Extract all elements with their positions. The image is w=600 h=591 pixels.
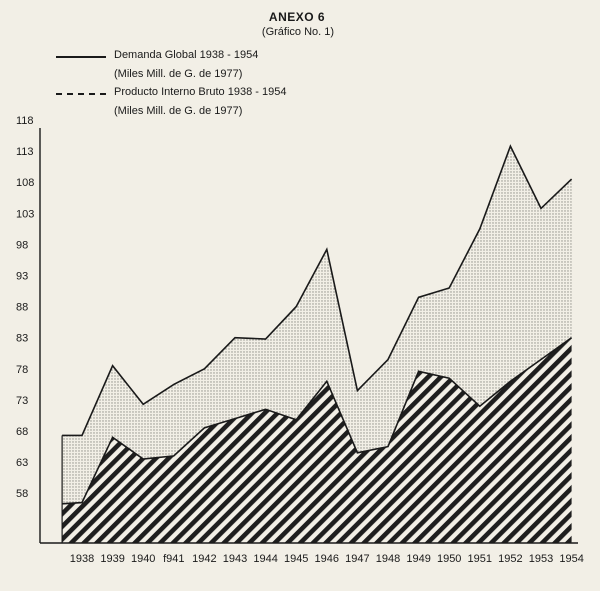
x-tick-label: 1942 (192, 553, 216, 565)
y-tick-label: 108 (16, 177, 34, 189)
line-demanda-global (62, 144, 573, 437)
x-tick-label: 1940 (131, 553, 155, 565)
legend-demanda-label: Demanda Global 1938 - 1954 (114, 49, 259, 61)
chart-title: ANEXO 6 (268, 10, 326, 24)
chart-subtitle: (Gráfico No. 1) (261, 26, 335, 38)
x-tick-label: 1948 (376, 553, 400, 565)
y-tick-label: 58 (16, 488, 28, 500)
y-tick-label: 73 (16, 395, 28, 407)
x-tick-label: 1944 (253, 553, 277, 565)
x-tick-label: 1951 (468, 553, 492, 565)
legend-dashed-line-swatch (56, 93, 106, 95)
legend-demanda-unit: (Miles Mill. de G. de 1977) (114, 68, 243, 80)
y-tick-label: 103 (16, 208, 34, 220)
x-tick-label: 1938 (70, 553, 94, 565)
y-tick-label: 98 (16, 239, 28, 251)
line-producto-interno-bruto (62, 337, 573, 505)
y-tick-label: 68 (16, 426, 28, 438)
y-tick-label: 118 (16, 115, 34, 127)
y-tick-label: 78 (16, 364, 28, 376)
legend-pib-unit: (Miles Mill. de G. de 1977) (114, 105, 243, 117)
legend-solid-line-swatch (56, 56, 106, 58)
x-tick-label: 1943 (223, 553, 247, 565)
x-tick-label: f941 (163, 553, 184, 565)
x-tick-label: 1954 (559, 553, 583, 565)
x-tick-label: 1939 (100, 553, 124, 565)
y-tick-label: 83 (16, 333, 28, 345)
x-tick-label: 1950 (437, 553, 461, 565)
x-tick-label: 1949 (406, 553, 430, 565)
x-tick-label: 1945 (284, 553, 308, 565)
y-tick-label: 113 (16, 146, 34, 158)
legend-pib-label: Producto Interno Bruto 1938 - 1954 (114, 86, 287, 98)
x-tick-label: 1952 (498, 553, 522, 565)
area-producto-interno-bruto (62, 337, 572, 543)
y-tick-label: 93 (16, 271, 28, 283)
x-tick-label: 1953 (529, 553, 553, 565)
x-tick-label: 1947 (345, 553, 369, 565)
y-tick-label: 63 (16, 457, 28, 469)
y-tick-label: 88 (16, 302, 28, 314)
x-tick-label: 1946 (315, 553, 339, 565)
